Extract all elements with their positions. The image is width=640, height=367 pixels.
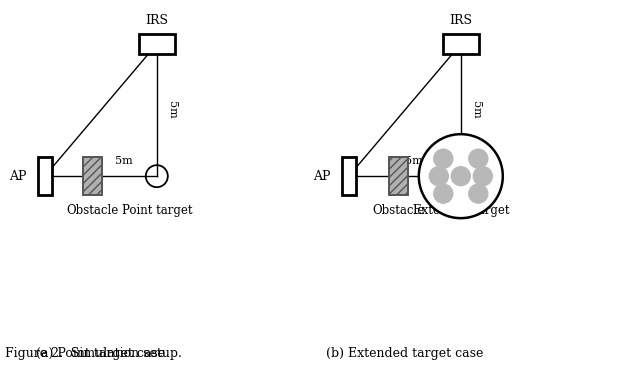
Text: 5m: 5m: [167, 101, 177, 119]
Circle shape: [474, 167, 492, 186]
Circle shape: [429, 167, 448, 186]
Circle shape: [468, 149, 488, 168]
Text: AP: AP: [10, 170, 27, 183]
Bar: [38, 157, 52, 195]
Text: 5m: 5m: [115, 156, 133, 166]
Circle shape: [468, 184, 488, 203]
Text: Point target: Point target: [122, 204, 192, 217]
Text: IRS: IRS: [145, 14, 168, 27]
Text: AP: AP: [314, 170, 331, 183]
Text: Obstacle: Obstacle: [67, 204, 119, 217]
Bar: [443, 34, 479, 54]
Circle shape: [419, 134, 503, 218]
Text: (b) Extended target case: (b) Extended target case: [326, 347, 483, 360]
Bar: [389, 157, 408, 195]
Circle shape: [451, 167, 470, 186]
Text: Obstacle: Obstacle: [372, 204, 425, 217]
Circle shape: [434, 149, 453, 168]
Text: 5m: 5m: [404, 156, 422, 166]
Bar: [342, 157, 356, 195]
Bar: [83, 157, 102, 195]
Text: Figure 2.  Simulation setup.: Figure 2. Simulation setup.: [5, 347, 182, 360]
Bar: [139, 34, 175, 54]
Text: 5m: 5m: [471, 101, 481, 119]
Text: (a) Point target case: (a) Point target case: [36, 347, 165, 360]
Circle shape: [434, 184, 453, 203]
Bar: [83, 157, 102, 195]
Bar: [389, 157, 408, 195]
Text: Extended target: Extended target: [413, 204, 509, 217]
Text: IRS: IRS: [449, 14, 472, 27]
